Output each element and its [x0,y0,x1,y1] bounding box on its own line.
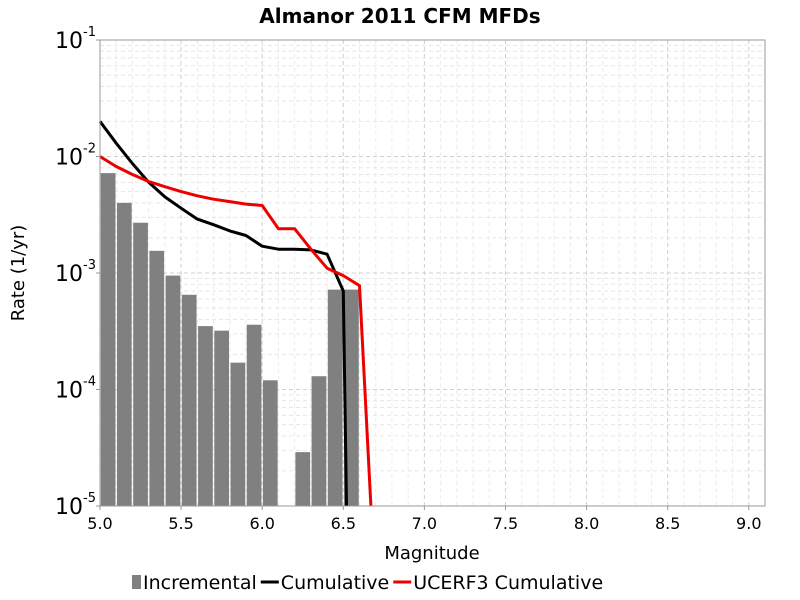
incremental-bar [116,202,132,506]
ucerf3-cumulative-line [99,155,373,507]
incremental-bar [344,289,359,506]
x-tick-label: 5.0 [87,514,112,533]
incremental-bar [181,294,197,506]
chart-title: Almanor 2011 CFM MFDs [259,4,540,28]
incremental-bar [100,173,116,506]
x-tick-label: 8.5 [655,514,680,533]
y-tick-label: 10-1 [55,25,96,54]
x-tick-label: 5.5 [168,514,193,533]
incremental-bars [100,173,359,506]
y-axis-ticks: 10-1 10-2 10-3 10-4 10-5 [55,25,100,520]
incremental-bar [214,330,230,506]
legend-swatch-incremental [132,575,141,589]
incremental-bar [230,362,246,506]
y-tick-label: 10-4 [55,375,96,404]
y-tick-label: 10-5 [55,491,96,520]
y-axis-label: Rate (1/yr) [8,225,29,322]
legend-label-cumulative: Cumulative [281,572,389,594]
cumulative-line [98,120,348,507]
legend-label-incremental: Incremental [143,572,257,594]
grid-layer [99,40,766,507]
x-tick-label: 6.5 [331,514,356,533]
legend-label-ucerf3-cumulative: UCERF3 Cumulative [413,572,603,594]
incremental-bar [246,324,262,506]
x-tick-label: 9.0 [736,514,761,533]
x-axis-ticks: 5.0 5.5 6.0 6.5 7.0 7.5 8.0 8.5 9.0 [87,506,762,533]
x-tick-label: 7.0 [412,514,437,533]
cumulative-lines [98,120,373,507]
x-axis-label: Magnitude [384,543,479,564]
incremental-bar [198,326,213,506]
y-tick-label: 10-2 [55,142,96,171]
x-tick-label: 8.0 [574,514,599,533]
incremental-bar [262,380,278,506]
incremental-bar [295,452,311,506]
legend: Incremental Cumulative UCERF3 Cumulative [132,572,603,594]
y-tick-label: 10-3 [55,258,96,287]
incremental-bar [311,376,327,506]
incremental-bar [327,289,343,506]
incremental-bar [149,250,165,506]
x-tick-label: 7.5 [493,514,518,533]
incremental-bar [133,222,148,506]
incremental-bar [165,275,181,506]
x-tick-label: 6.0 [249,514,274,533]
